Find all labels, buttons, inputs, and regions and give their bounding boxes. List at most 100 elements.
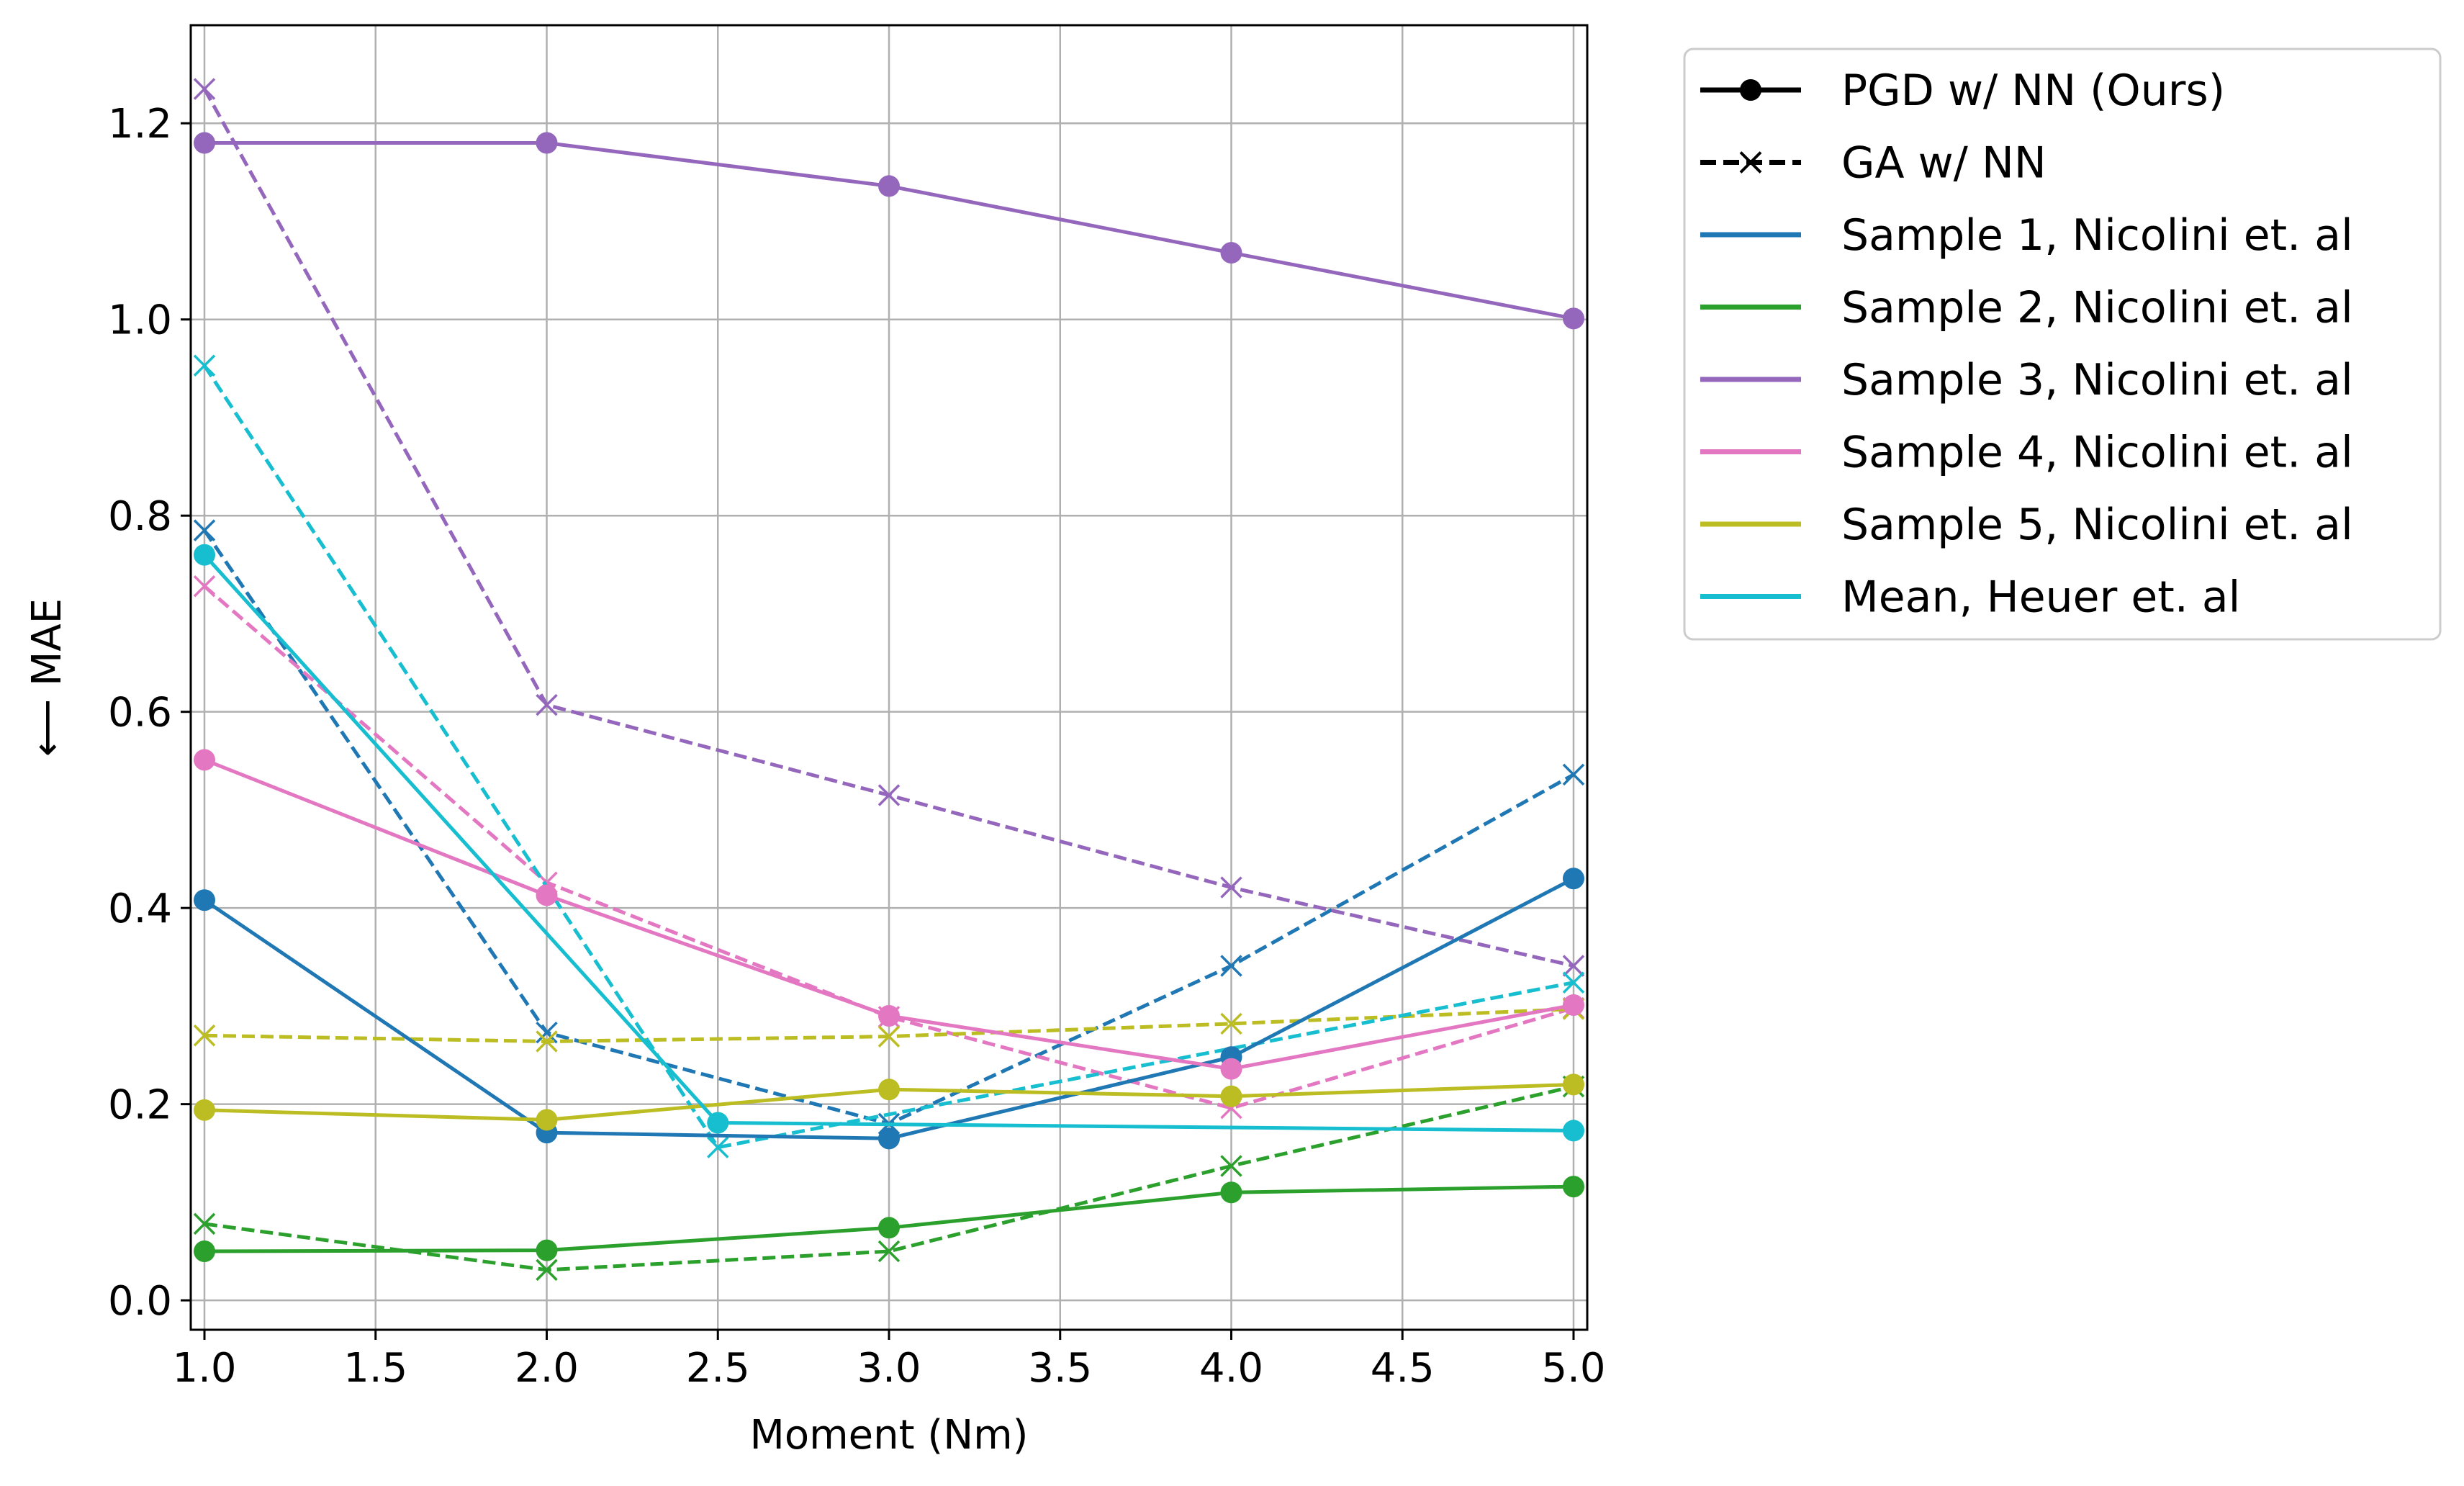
x-tick-label: 2.0 — [515, 1345, 579, 1392]
x-tick-label: 4.5 — [1371, 1345, 1435, 1392]
data-point-sample-5-pgd — [1220, 1085, 1242, 1107]
data-point-mean-ga — [707, 1136, 729, 1158]
data-point-sample-2-pgd — [194, 1240, 216, 1263]
legend-frame — [1683, 48, 2442, 641]
series-sample-3-pgd — [194, 132, 1584, 330]
data-point-sample-4-pgd — [1220, 1058, 1242, 1080]
legend-label: Mean, Heuer et. al — [1841, 572, 2240, 623]
legend-marker-circle — [1740, 79, 1761, 101]
data-point-sample-2-ga — [193, 1212, 216, 1235]
y-tick-label: 0.0 — [108, 1278, 172, 1325]
data-point-sample-1-ga — [1220, 955, 1242, 977]
data-point-sample-2-pgd — [1562, 1176, 1584, 1198]
x-tick-label: 1.5 — [343, 1345, 407, 1392]
legend-label: PGD w/ NN (Ours) — [1841, 66, 2225, 116]
data-point-sample-5-ga — [536, 1030, 558, 1053]
series-line-mean-ga — [202, 364, 1574, 1150]
legend-entry: Sample 1, Nicolini et. al — [1700, 210, 2353, 261]
data-point-sample-1-pgd — [878, 1127, 900, 1150]
y-axis-title: ⟵ MAE — [24, 598, 71, 757]
data-point-sample-1-pgd — [194, 889, 216, 911]
series-mean-ga — [193, 354, 1585, 1158]
legend-marker-x — [1739, 151, 1762, 174]
data-point-sample-3-ga — [877, 784, 901, 806]
data-point-sample-3-pgd — [1220, 242, 1242, 264]
legend-label: Sample 5, Nicolini et. al — [1841, 500, 2353, 550]
data-point-mean-pgd — [1562, 1120, 1584, 1142]
data-point-sample-1-ga — [536, 1021, 558, 1044]
data-point-sample-4-pgd — [878, 1005, 900, 1027]
data-point-mean-ga — [1562, 971, 1585, 994]
legend-entry: Mean, Heuer et. al — [1700, 572, 2240, 623]
data-point-sample-1-ga — [193, 519, 216, 541]
data-point-sample-3-ga — [536, 693, 558, 716]
data-point-sample-2-pgd — [878, 1217, 900, 1239]
data-point-sample-2-pgd — [1220, 1181, 1242, 1204]
data-point-sample-4-pgd — [1562, 994, 1584, 1017]
data-point-sample-3-pgd — [536, 132, 558, 154]
x-tick-label: 2.5 — [686, 1345, 750, 1392]
data-point-sample-5-ga — [877, 1025, 901, 1048]
legend-label: Sample 4, Nicolini et. al — [1841, 428, 2353, 478]
data-point-sample-3-ga — [193, 78, 216, 100]
data-point-mean-pgd — [707, 1112, 729, 1134]
series-sample-5-pgd — [194, 1073, 1584, 1131]
legend-entry: Sample 3, Nicolini et. al — [1700, 355, 2353, 405]
series-group — [193, 78, 1585, 1282]
x-tick-label: 1.0 — [172, 1345, 236, 1392]
y-tick-label: 0.6 — [108, 690, 172, 737]
data-point-mean-pgd — [194, 544, 216, 566]
x-tick-label: 3.5 — [1028, 1345, 1092, 1392]
legend-entry: Sample 4, Nicolini et. al — [1700, 428, 2353, 478]
data-point-sample-5-pgd — [194, 1099, 216, 1121]
x-tick-label: 5.0 — [1541, 1345, 1605, 1392]
data-point-sample-1-ga — [1562, 763, 1585, 786]
y-tick-label: 0.8 — [108, 493, 172, 540]
y-tick-label: 1.0 — [108, 297, 172, 344]
series-line-sample-4-ga — [203, 585, 1574, 1110]
y-tick-label: 0.2 — [108, 1082, 172, 1129]
data-point-sample-3-pgd — [194, 132, 216, 154]
data-point-sample-5-pgd — [536, 1109, 558, 1131]
legend: PGD w/ NN (Ours) GA w/ NN Sample 1, Nicoli… — [1683, 48, 2442, 641]
series-sample-1-pgd — [194, 868, 1584, 1150]
x-tick-label: 4.0 — [1199, 1345, 1263, 1392]
x-axis-title: Moment (Nm) — [750, 1412, 1029, 1459]
legend-entry: PGD w/ NN (Ours) — [1700, 66, 2225, 116]
data-point-sample-5-pgd — [1562, 1073, 1584, 1096]
series-sample-3-ga — [193, 78, 1585, 977]
legend-label: GA w/ NN — [1841, 138, 2046, 189]
data-point-sample-3-ga — [1220, 876, 1242, 899]
data-point-sample-2-pgd — [536, 1239, 558, 1261]
data-point-sample-1-pgd — [1562, 868, 1584, 890]
data-point-sample-4-pgd — [536, 884, 558, 906]
axis-ticks: 1.0 1.5 2.0 2.5 3.0 3.5 4.0 4.5 5.0 0.0 0.2 0.4 0.6 0… — [108, 101, 1606, 1392]
y-tick-label: 0.4 — [108, 886, 172, 932]
data-point-mean-ga — [193, 354, 216, 377]
y-tick-label: 1.2 — [108, 101, 172, 148]
data-point-sample-2-ga — [536, 1258, 558, 1282]
series-sample-2-pgd — [194, 1176, 1584, 1263]
legend-label: Sample 1, Nicolini et. al — [1841, 210, 2353, 261]
legend-label: Sample 3, Nicolini et. al — [1841, 355, 2353, 405]
x-tick-label: 3.0 — [857, 1345, 921, 1392]
data-point-sample-3-pgd — [1562, 307, 1584, 330]
legend-entry: Sample 5, Nicolini et. al — [1700, 500, 2353, 550]
data-point-sample-2-ga — [877, 1240, 901, 1263]
data-point-sample-5-ga — [1220, 1012, 1242, 1035]
legend-entry: GA w/ NN — [1700, 138, 2046, 189]
series-line-sample-2-ga — [204, 1084, 1574, 1272]
data-point-sample-3-pgd — [878, 175, 900, 197]
grid-lines — [191, 25, 1587, 1330]
data-point-sample-3-ga — [1562, 955, 1585, 977]
data-point-sample-4-pgd — [194, 749, 216, 771]
series-mean-pgd — [194, 544, 1584, 1142]
legend-label: Sample 2, Nicolini et. al — [1841, 283, 2353, 333]
legend-entry: Sample 2, Nicolini et. al — [1700, 283, 2353, 333]
data-point-sample-5-pgd — [878, 1079, 900, 1101]
series-sample-4-pgd — [194, 749, 1584, 1080]
data-point-sample-2-ga — [1220, 1155, 1242, 1177]
data-point-sample-5-ga — [193, 1025, 216, 1047]
data-point-sample-4-ga — [193, 575, 216, 598]
